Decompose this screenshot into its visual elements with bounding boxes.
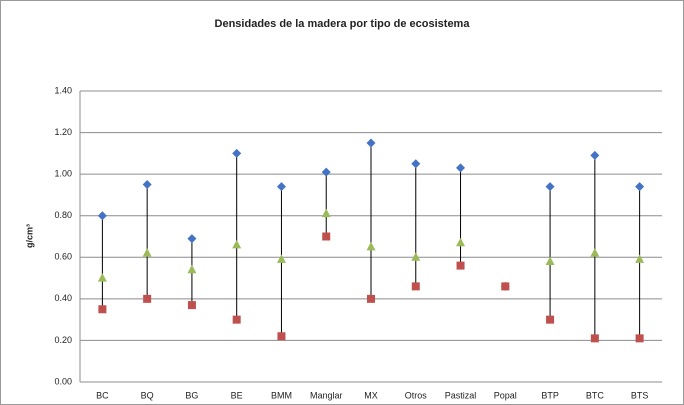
min-marker [411, 282, 420, 291]
mean-marker [411, 252, 421, 261]
min-marker [635, 334, 644, 343]
mean-marker [590, 248, 600, 257]
y-tick-label: 1.00 [54, 169, 72, 179]
max-marker [232, 148, 242, 158]
max-marker [366, 138, 376, 148]
min-marker [456, 261, 465, 270]
x-tick-label: BTS [631, 390, 649, 400]
y-tick-label: 0.20 [54, 335, 72, 345]
mean-marker [142, 248, 152, 257]
mean-marker [97, 273, 107, 282]
y-tick-label: 1.40 [54, 85, 72, 95]
max-marker [635, 182, 645, 192]
x-tick-label: Manglar [310, 390, 343, 400]
mean-marker [232, 239, 242, 249]
x-tick-label: BMM [271, 390, 292, 400]
x-tick-label: BQ [141, 390, 154, 400]
max-marker [276, 182, 286, 192]
min-marker [546, 315, 555, 324]
max-marker [411, 159, 421, 169]
y-tick-label: 1.20 [54, 127, 72, 137]
max-marker [142, 180, 152, 190]
x-tick-label: BG [185, 390, 198, 400]
x-tick-label: Pastizal [445, 390, 477, 400]
min-marker [143, 294, 152, 303]
min-marker [98, 305, 107, 314]
min-marker [322, 232, 331, 241]
min-marker [590, 334, 599, 343]
y-tick-label: 0.00 [54, 376, 72, 386]
mean-marker [366, 241, 376, 251]
y-axis-label: g/cm³ [24, 224, 34, 248]
max-marker [321, 167, 331, 177]
x-tick-label: Popal [494, 390, 517, 400]
x-tick-label: BE [231, 390, 243, 400]
max-marker [187, 234, 197, 244]
y-tick-label: 0.40 [54, 293, 72, 303]
max-marker [97, 211, 107, 221]
x-tick-label: BC [96, 390, 109, 400]
mean-marker [276, 254, 286, 263]
min-marker [501, 282, 510, 291]
x-tick-label: MX [364, 390, 378, 400]
min-marker [277, 332, 286, 341]
min-marker [187, 301, 196, 310]
mean-marker [321, 208, 331, 218]
x-tick-label: Otros [405, 390, 428, 400]
x-tick-label: BTP [541, 390, 559, 400]
mean-marker [456, 237, 466, 247]
mean-marker [187, 264, 197, 274]
mean-marker [635, 254, 645, 263]
y-tick-label: 0.80 [54, 210, 72, 220]
chart-title: Densidades de la madera por tipo de ecos… [215, 18, 471, 30]
min-marker [367, 294, 375, 303]
mean-marker [545, 256, 555, 265]
min-marker [232, 315, 241, 324]
y-tick-label: 0.60 [54, 252, 72, 262]
x-tick-label: BTC [586, 390, 605, 400]
max-marker [545, 182, 555, 192]
max-marker [590, 150, 600, 160]
max-marker [456, 163, 466, 173]
